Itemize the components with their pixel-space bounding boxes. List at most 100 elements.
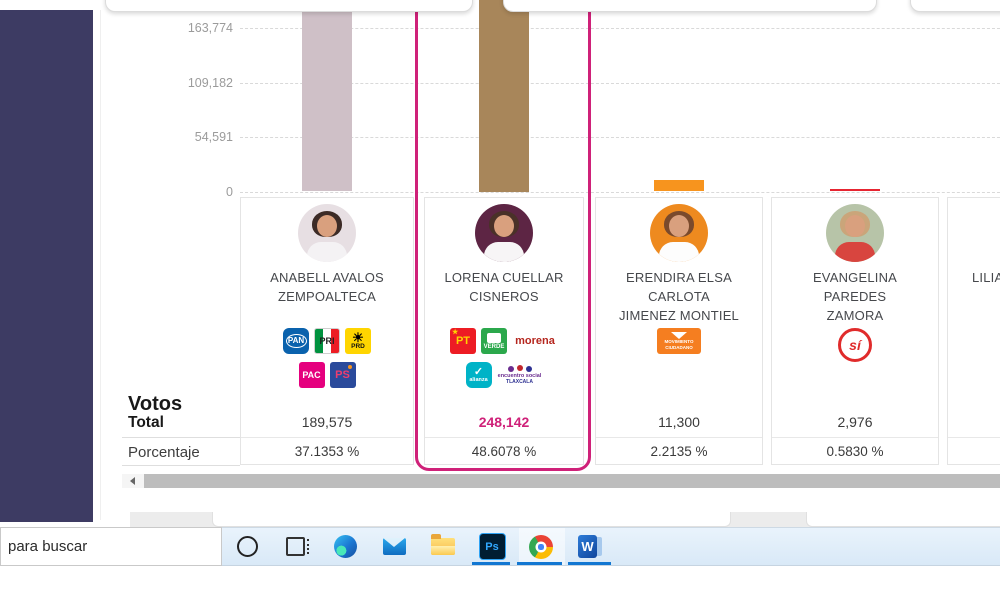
party-label: PAN [287, 336, 305, 345]
taskbar-search-input[interactable] [1, 528, 228, 565]
avatar-shoulders [307, 242, 347, 262]
avatar-shoulders [484, 242, 524, 262]
left-arrow-icon [129, 477, 135, 485]
candidate-name-line: CISNEROS [469, 289, 539, 304]
candidate-card[interactable]: EVANGELINA PAREDES ZAMORA sí 2,976 0.5830 % [771, 197, 939, 465]
party-logo-mc: MOVIMIENTO CIUDADANO [657, 328, 701, 354]
total-votes-value: 2,976 [837, 414, 873, 430]
party-label: PT [455, 334, 471, 347]
party-logos: PAN PRI PRD PAC PS [241, 328, 413, 388]
party-label: morena [515, 334, 555, 347]
candidate-card[interactable]: ANABELL AVALOS ZEMPOALTECA PAN PRI PRD PAC PS 1… [240, 197, 414, 465]
cortana-icon [236, 536, 258, 557]
party-label-2: TLAXCALA [506, 379, 533, 386]
party-label: encuentro social [497, 372, 542, 379]
vote-bar [654, 180, 704, 192]
edge-icon [333, 535, 357, 558]
taskbar-search-box[interactable] [0, 527, 228, 566]
open-app-underline [568, 562, 611, 565]
party-logo-row: PT VERDE morena [450, 328, 558, 354]
taskbar-icon-edge[interactable] [325, 528, 365, 565]
taskbar-icon-task-view[interactable] [275, 528, 315, 565]
party-label: sí [849, 337, 861, 353]
open-app-underline [472, 562, 510, 565]
candidate-name-line: ERENDIRA ELSA [626, 270, 732, 285]
taskbar-icon-cortana[interactable] [227, 528, 267, 565]
scrollbar-thumb[interactable] [144, 474, 1000, 488]
vote-bar [830, 188, 880, 192]
party-label: VERDE [483, 343, 505, 350]
party-logo-row: sí [838, 328, 872, 362]
scroll-left-button[interactable] [122, 474, 142, 488]
card-divider [241, 437, 413, 438]
gridline [240, 28, 1000, 29]
candidate-name: ERENDIRA ELSA CARLOTA JIMENEZ MONTIEL [596, 268, 762, 325]
party-logo-encuentro: encuentro social TLAXCALA [496, 362, 543, 388]
party-logo-si: sí [838, 328, 872, 362]
avatar-face [669, 215, 689, 237]
party-logos: MOVIMIENTO CIUDADANO [596, 328, 762, 354]
card-divider [596, 437, 762, 438]
total-votes-value: 11,300 [658, 414, 700, 430]
party-logos: PT VERDE morena alianza encuentro socialTLAX… [425, 328, 583, 388]
party-label: alianza [469, 376, 488, 383]
scrolled-card-remnant [503, 0, 877, 12]
party-label: PAC [302, 369, 321, 380]
avatar-shoulders [659, 242, 699, 262]
percentage-value: 0.5830 % [826, 444, 884, 459]
party-logo-row: PAC PS [298, 362, 356, 388]
sidebar-panel [0, 10, 93, 522]
total-votes-value: 248,142 [478, 414, 530, 430]
taskbar-icon-file-explorer[interactable] [423, 528, 463, 565]
party-logo-row: MOVIMIENTO CIUDADANO [657, 328, 701, 354]
candidate-name-line: ZEMPOALTECA [277, 289, 377, 304]
party-logo-pan: PAN [283, 328, 309, 354]
avatar-face [494, 215, 514, 237]
candidate-name-line: LILIA [972, 270, 1000, 285]
candidate-photo [826, 204, 884, 262]
y-axis-tick: 109,182 [187, 75, 233, 90]
taskbar-icon-chrome[interactable] [521, 528, 561, 565]
avatar-face [317, 215, 337, 237]
avatar-shoulders [835, 242, 875, 262]
scrolled-card-remnant [910, 0, 1000, 12]
windows-taskbar: Ps W [0, 527, 1000, 566]
lower-card-remnant [212, 512, 731, 527]
candidate-photo [650, 204, 708, 262]
percentage-value: 48.6078 % [471, 444, 537, 459]
candidate-name: LILIA [948, 268, 1000, 287]
gridline [240, 82, 1000, 84]
candidate-name-line: ANABELL AVALOS [270, 270, 384, 285]
candidate-name: LORENA CUELLAR CISNEROS [425, 268, 583, 306]
candidate-card[interactable]: LORENA CUELLAR CISNEROS PT VERDE morena alian… [424, 197, 584, 465]
mc-glyph-icon [671, 332, 687, 339]
party-logo-morena: morena [512, 328, 558, 354]
vote-bar [302, 2, 352, 192]
y-axis-tick: 0 [226, 184, 233, 199]
gridline [240, 137, 1000, 138]
taskbar-icon-word[interactable]: W [570, 528, 610, 565]
vote-bar [479, 0, 529, 192]
row-label-votos: Votos [128, 393, 183, 415]
encuentro-glyph-icon [516, 364, 523, 371]
chrome-icon [529, 534, 553, 559]
candidate-card[interactable]: ERENDIRA ELSA CARLOTA JIMENEZ MONTIEL MOVIM… [595, 197, 763, 465]
party-label: PRD [351, 342, 365, 350]
candidate-name-line: EVANGELINA [812, 270, 898, 285]
taskbar-icon-photoshop[interactable]: Ps [472, 528, 512, 565]
card-divider [425, 437, 583, 438]
candidate-name-line: JIMENEZ MONTIEL [618, 308, 739, 323]
candidate-card[interactable]: LILIA [947, 197, 1000, 465]
avatar-face [845, 215, 865, 237]
lower-card-remnant [806, 512, 1000, 527]
horizontal-scrollbar[interactable] [122, 474, 1000, 488]
table-divider [122, 465, 240, 466]
candidate-name-line: PAREDES [823, 289, 887, 304]
row-label-total: Total [128, 414, 164, 431]
table-divider [122, 437, 240, 438]
card-divider [948, 437, 1000, 438]
open-app-underline [517, 562, 562, 565]
taskbar-icon-mail[interactable] [374, 528, 414, 565]
